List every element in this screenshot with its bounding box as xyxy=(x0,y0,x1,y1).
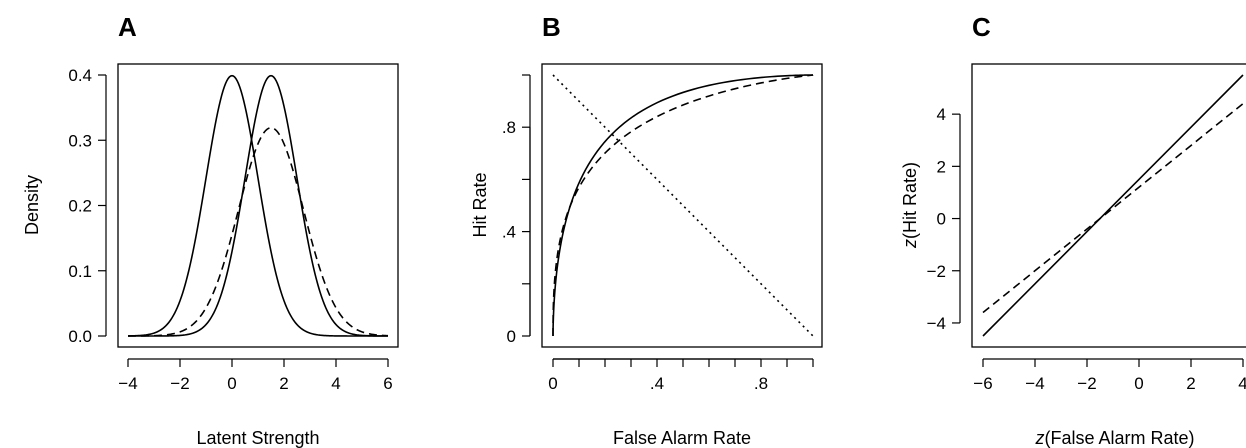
y-tick-label: 2 xyxy=(937,157,946,176)
panel-a-frame xyxy=(117,63,399,348)
panel-a-ylabel: Density xyxy=(22,175,42,235)
x-tick-label: −2 xyxy=(170,374,189,393)
y-tick-label: .4 xyxy=(502,223,516,242)
panel-a-label: A xyxy=(118,12,137,42)
x-tick-label: 4 xyxy=(1238,374,1246,393)
roc-curve-1 xyxy=(552,74,814,336)
y-tick-label: 0 xyxy=(937,210,946,229)
y-tick-label: −2 xyxy=(927,262,946,281)
panel-b-y-axis: 0 .4 .8 xyxy=(502,74,531,346)
x-tick-label: .4 xyxy=(650,374,664,393)
panel-c-xlabel-prefix: z xyxy=(1034,428,1044,448)
x-tick-label: −2 xyxy=(1077,374,1096,393)
roc-curve-2 xyxy=(552,74,814,337)
panel-c-ylabel-text: (Hit Rate) xyxy=(900,162,920,239)
panel-b-xlabel: False Alarm Rate xyxy=(613,428,751,448)
x-tick-label: −4 xyxy=(1025,374,1044,393)
x-tick-label: 2 xyxy=(279,374,288,393)
density-curve-0 xyxy=(127,74,388,337)
panel-b-frame xyxy=(541,63,823,348)
panel-a: A −4 −2 0 2 4 6 0.0 0.1 0.2 0.3 0.4 Latent Streng… xyxy=(22,12,399,448)
panel-c-ylabel-prefix: z xyxy=(900,239,920,249)
panel-c-y-axis: −4 −2 0 2 4 xyxy=(927,105,961,333)
panel-c-ylabel: z(Hit Rate) xyxy=(900,162,920,249)
y-tick-label: 0 xyxy=(507,327,516,346)
y-tick-label: 0.1 xyxy=(68,262,92,281)
panel-b-x-axis: 0 .4 .8 xyxy=(548,358,814,393)
panel-b: B 0 .4 .8 0 .4 .8 False Alarm Rate Hit Rate xyxy=(470,12,823,448)
y-tick-label: .8 xyxy=(502,118,516,137)
panel-a-x-axis: −4 −2 0 2 4 6 xyxy=(118,358,393,393)
density-curve-1 xyxy=(128,74,388,337)
panel-c-curves xyxy=(982,74,1244,337)
x-tick-label: −4 xyxy=(118,374,137,393)
panel-b-ylabel: Hit Rate xyxy=(470,172,490,237)
x-tick-label: 4 xyxy=(331,374,340,393)
x-tick-label: 6 xyxy=(383,374,392,393)
y-tick-label: 4 xyxy=(937,105,946,124)
panel-c-frame xyxy=(971,63,1246,348)
y-tick-label: 0.4 xyxy=(68,66,92,85)
x-tick-label: .8 xyxy=(754,374,768,393)
panel-a-xlabel: Latent Strength xyxy=(196,428,319,448)
zroc-line-0 xyxy=(982,74,1244,337)
panel-b-label: B xyxy=(542,12,561,42)
panel-b-curves xyxy=(552,74,814,337)
x-tick-label: 0 xyxy=(227,374,236,393)
x-tick-label: 0 xyxy=(548,374,557,393)
x-tick-label: −6 xyxy=(973,374,992,393)
y-tick-label: 0.0 xyxy=(68,327,92,346)
zroc-line-1 xyxy=(982,103,1244,314)
panel-c-label: C xyxy=(972,12,991,42)
panel-a-y-axis: 0.0 0.1 0.2 0.3 0.4 xyxy=(68,66,107,346)
panel-c-xlabel-text: (False Alarm Rate) xyxy=(1044,428,1194,448)
y-tick-label: −4 xyxy=(927,314,946,333)
y-tick-label: 0.2 xyxy=(68,197,92,216)
y-tick-label: 0.3 xyxy=(68,131,92,150)
density-curve-2 xyxy=(127,126,389,337)
x-tick-label: 2 xyxy=(1186,374,1195,393)
panel-a-curves xyxy=(127,74,389,337)
panel-c-x-axis: −6 −4 −2 0 2 4 xyxy=(973,358,1246,393)
x-tick-label: 0 xyxy=(1134,374,1143,393)
panel-c-xlabel: z(False Alarm Rate) xyxy=(1034,428,1194,448)
